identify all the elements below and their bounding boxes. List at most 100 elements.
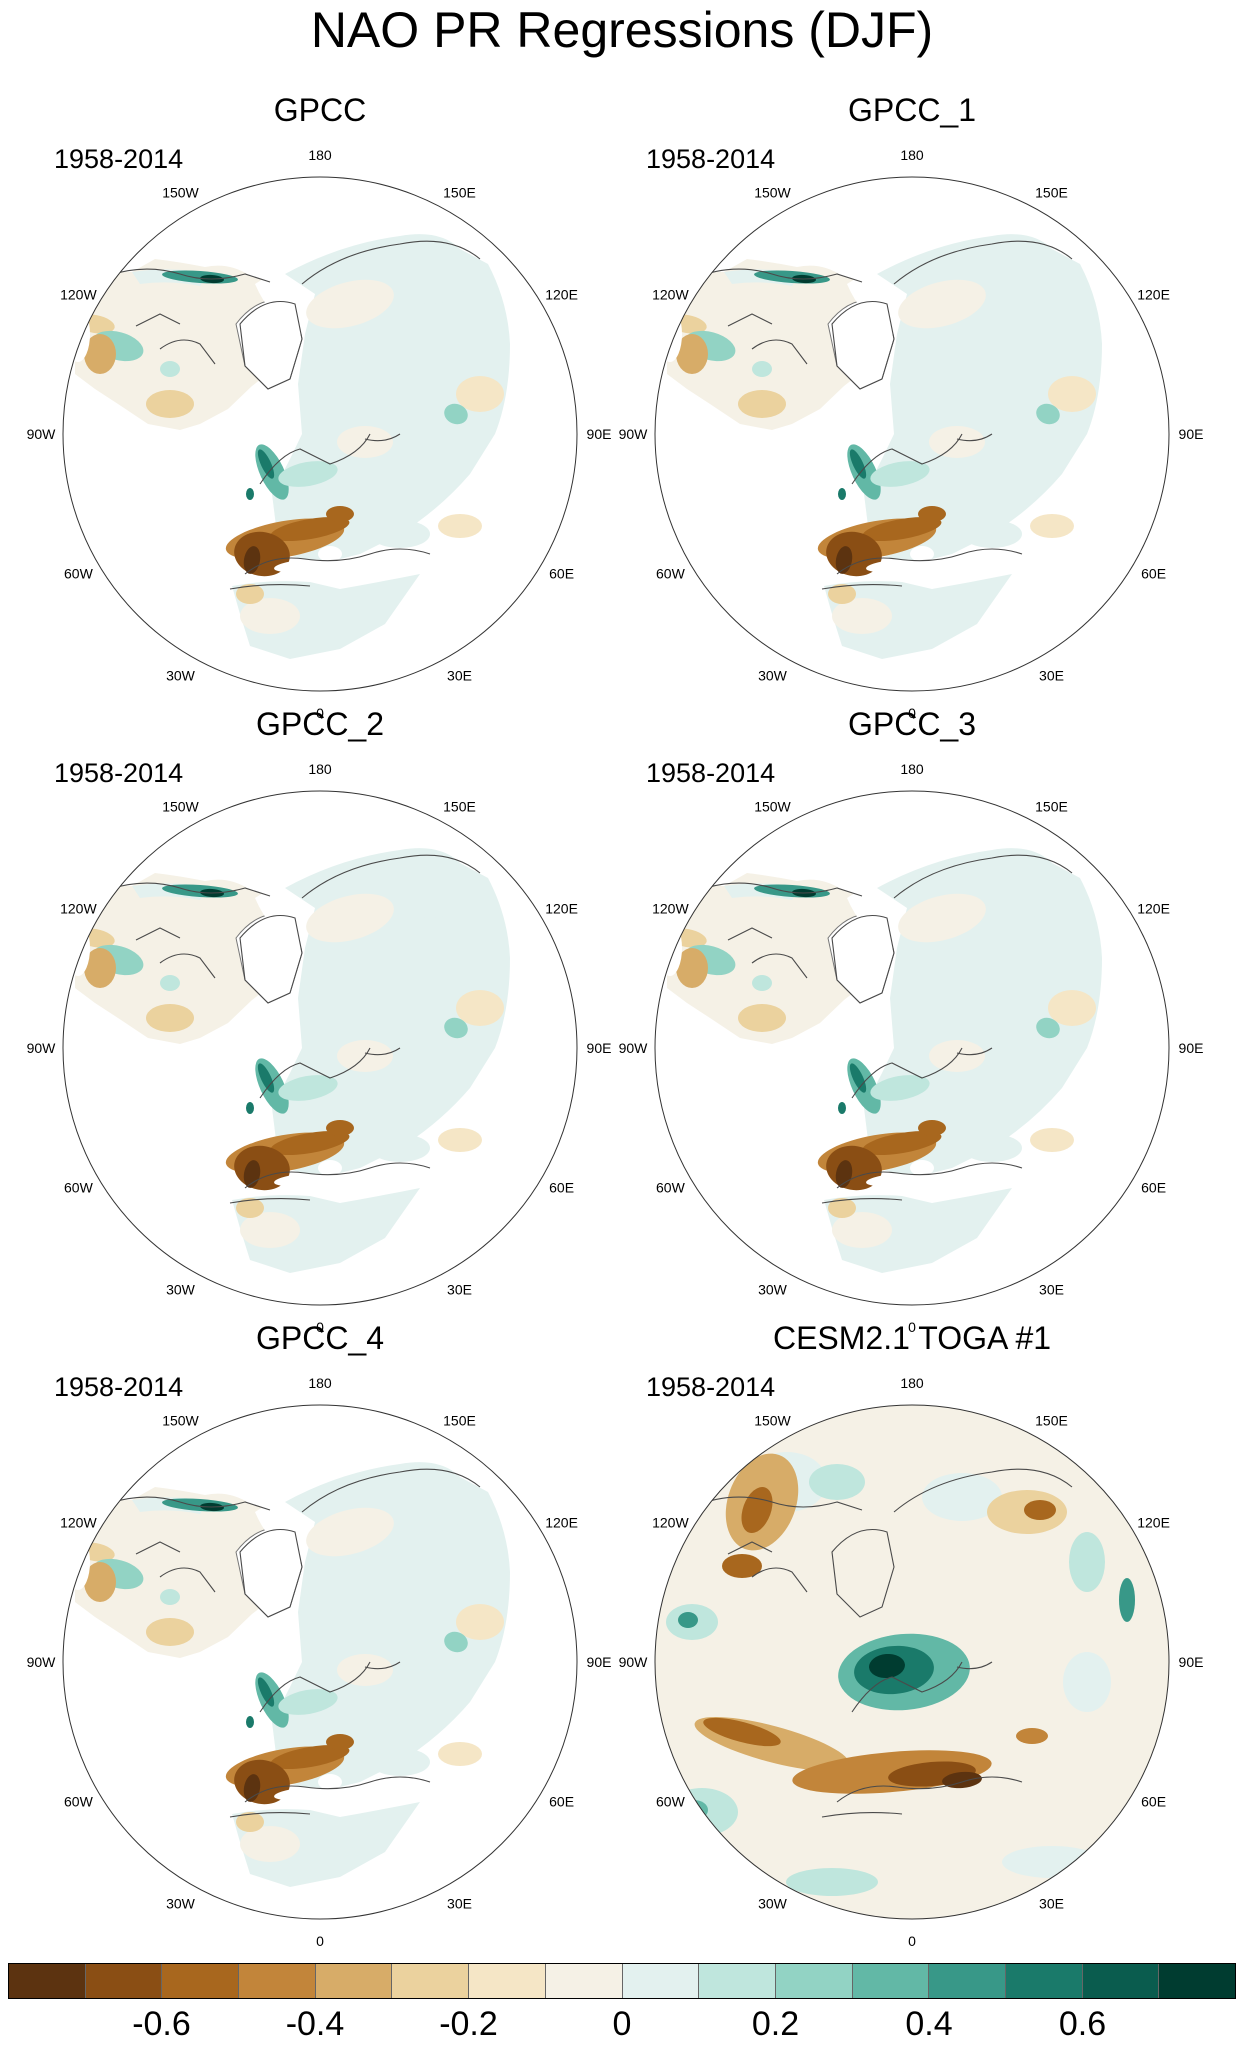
coastline bbox=[821, 1198, 903, 1204]
sahara-neutral bbox=[832, 598, 892, 634]
colorbar-swatch bbox=[852, 1964, 930, 1998]
longitude-label: 180 bbox=[900, 147, 924, 163]
uk-wet bbox=[246, 488, 254, 500]
colorbar-swatch bbox=[1082, 1964, 1160, 1998]
north-africa-land bbox=[232, 1802, 420, 1887]
colorbar-swatch bbox=[315, 1964, 393, 1998]
uk-wet bbox=[838, 1102, 846, 1114]
longitude-label: 90E bbox=[1179, 426, 1204, 442]
siberia-neutral bbox=[306, 1507, 394, 1557]
coastline bbox=[229, 1198, 311, 1204]
colorbar-swatch bbox=[622, 1964, 700, 1998]
coastline bbox=[244, 548, 431, 575]
coastline bbox=[259, 1661, 371, 1713]
n-europe-wet bbox=[278, 1075, 338, 1101]
coastline bbox=[893, 854, 1073, 899]
coastline bbox=[956, 1047, 993, 1056]
east-asia-dry-core bbox=[1024, 1500, 1056, 1520]
coastline bbox=[259, 433, 371, 485]
longitude-label: 120W bbox=[652, 287, 689, 303]
east-asia-dry bbox=[456, 990, 504, 1026]
central-asia-dry bbox=[1016, 1728, 1048, 1744]
north-africa-land bbox=[232, 1188, 420, 1273]
colorbar-tick-label: -0.4 bbox=[285, 2005, 345, 2043]
longitude-label: 150W bbox=[754, 1412, 791, 1428]
siberia-neutral bbox=[898, 279, 986, 329]
map-boundary bbox=[62, 1404, 578, 1920]
longitude-label: 180 bbox=[308, 761, 332, 777]
na-wet-small bbox=[160, 975, 180, 991]
north-america-land bbox=[667, 259, 877, 430]
longitude-label: 150W bbox=[162, 184, 199, 200]
coastline bbox=[831, 300, 895, 390]
longitude-label: 90W bbox=[27, 426, 57, 442]
longitude-label: 30E bbox=[1039, 1282, 1064, 1298]
colorbar-swatch bbox=[392, 1964, 470, 1998]
north-america-land bbox=[667, 873, 877, 1044]
east-asia-wet bbox=[1069, 1532, 1105, 1592]
na-wet-small bbox=[160, 1589, 180, 1605]
na-east-dry-patch bbox=[84, 334, 116, 374]
longitude-label: 150W bbox=[754, 184, 791, 200]
longitude-label: 90E bbox=[587, 1040, 612, 1056]
coastline bbox=[244, 1776, 431, 1803]
na-southwest-dry bbox=[146, 1618, 194, 1646]
caspian-region bbox=[370, 1134, 430, 1162]
longitude-label: 120W bbox=[60, 1515, 97, 1531]
longitude-label: 90E bbox=[587, 1654, 612, 1670]
jp-wet-strip bbox=[1119, 1578, 1135, 1622]
na-east-dry-patch bbox=[676, 334, 708, 374]
panel-title: GPCC_1 bbox=[847, 92, 977, 128]
longitude-label: 30W bbox=[166, 1282, 196, 1298]
colorbar-swatch bbox=[469, 1964, 546, 1998]
mediterranean-sea-mask bbox=[866, 559, 922, 573]
coastline bbox=[836, 1776, 1023, 1803]
longitude-label: 120E bbox=[1137, 287, 1170, 303]
longitude-label: 180 bbox=[308, 147, 332, 163]
pacific-wet bbox=[809, 1464, 865, 1500]
mediterranean-sea-mask bbox=[866, 1173, 922, 1187]
na-east-dry-patch bbox=[84, 1562, 116, 1602]
turkey-dry bbox=[326, 1734, 354, 1750]
polar-map: 180 150E 120E 90E 60E 30E 0 30W 60W 90W 120W 150W bbox=[619, 147, 1204, 721]
panel-period: 1958-2014 bbox=[54, 758, 184, 788]
panel-title: CESM2.1 TOGA #1 bbox=[772, 1320, 1052, 1356]
map-boundary bbox=[62, 790, 578, 1306]
longitude-label: 120E bbox=[1137, 901, 1170, 917]
longitude-label: 30E bbox=[447, 1282, 472, 1298]
siberia-wet bbox=[922, 1473, 1002, 1521]
mediterranean-sea-mask bbox=[274, 559, 330, 573]
na-east-dry-patch bbox=[676, 948, 708, 988]
colorbar-swatch bbox=[9, 1964, 86, 1998]
n-europe-wet bbox=[278, 1689, 338, 1715]
longitude-label: 60W bbox=[64, 566, 94, 582]
n-europe-wet bbox=[870, 1075, 930, 1101]
siberia-neutral bbox=[306, 279, 394, 329]
central-asia-dry bbox=[1030, 514, 1074, 538]
coastline bbox=[301, 240, 481, 285]
colorbar-tick-label: 0.6 bbox=[1058, 2005, 1107, 2043]
map-panel-gpcc-2: GPCC_2 1958-2014 180 150E 120E 90E 60E 30E 0 30… bbox=[27, 706, 612, 1335]
pacific-dry-core bbox=[741, 1486, 773, 1534]
panel-title: GPCC bbox=[273, 92, 367, 128]
colorbar-tick-label: -0.6 bbox=[132, 2005, 191, 2043]
longitude-label: 30E bbox=[1039, 1896, 1064, 1912]
east-asia-wet bbox=[444, 1631, 468, 1653]
atlantic-gap bbox=[66, 1534, 90, 1590]
coastline bbox=[851, 433, 963, 485]
coastline bbox=[159, 1567, 216, 1593]
coastline bbox=[159, 339, 216, 365]
n-europe-wet bbox=[278, 461, 338, 487]
data-field bbox=[658, 234, 1102, 659]
coastline bbox=[301, 1468, 481, 1513]
longitude-label: 180 bbox=[308, 1375, 332, 1391]
caspian-region bbox=[370, 520, 430, 548]
coastline bbox=[99, 882, 271, 897]
coastline bbox=[239, 300, 303, 390]
longitude-label: 0 bbox=[316, 705, 324, 721]
coastline bbox=[159, 953, 216, 979]
coastline bbox=[893, 240, 1073, 285]
coastline bbox=[751, 339, 808, 365]
longitude-label: 60W bbox=[656, 1180, 686, 1196]
turkey-dry bbox=[918, 1120, 946, 1136]
